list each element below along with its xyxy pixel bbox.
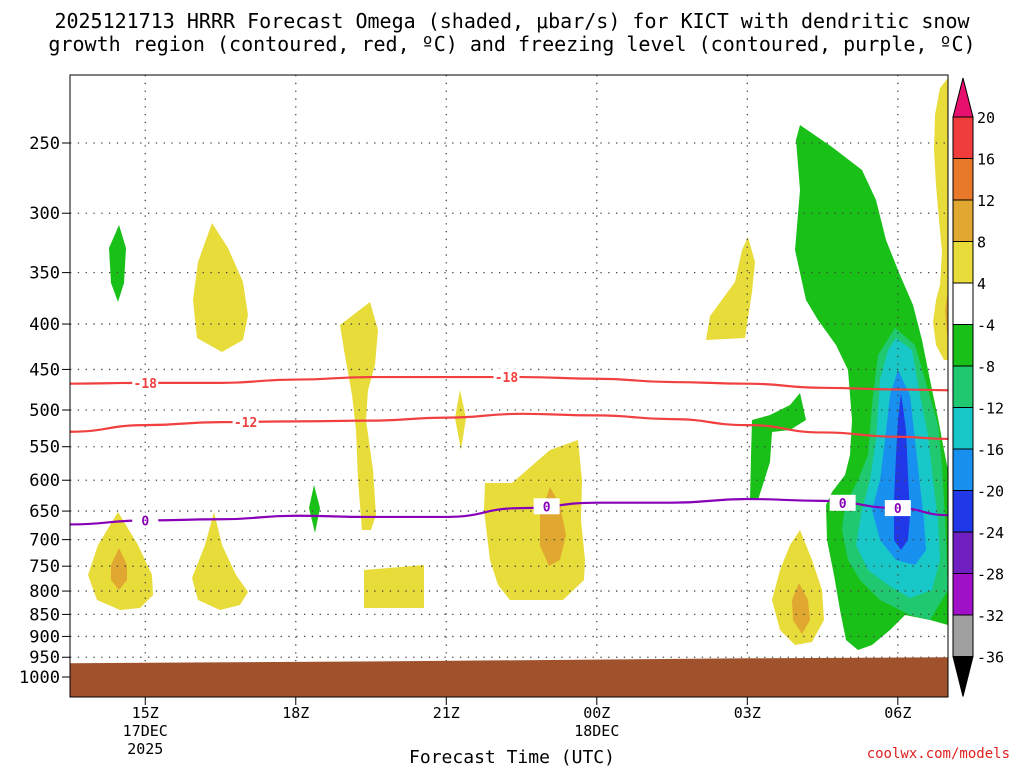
chart-title-line1: 2025121713 HRRR Forecast Omega (shaded, … xyxy=(54,9,970,33)
yellow-patch-upper xyxy=(193,223,248,352)
colorbar-bottom-arrow xyxy=(952,656,974,697)
colorbar-label-13: -36 xyxy=(977,649,1004,667)
plot-frame xyxy=(69,74,949,698)
colorbar-label-7: -12 xyxy=(977,400,1004,418)
yellow-sliver-21z xyxy=(455,390,466,450)
contour-label-bg-freezing-level-3 xyxy=(884,500,911,517)
colorbar-label-4: 4 xyxy=(977,275,986,293)
y-tick-label-350: 350 xyxy=(29,264,60,284)
contour-label-dendritic-top-0: -18 xyxy=(134,377,158,392)
colorbar-segment-3 xyxy=(952,241,974,284)
x-tick-label-18Z: 18Z xyxy=(282,704,309,722)
y-tick-label-300: 300 xyxy=(29,204,60,224)
colorbar-label-12: -32 xyxy=(977,607,1004,625)
y-tick-label-700: 700 xyxy=(29,531,60,551)
credit-link[interactable]: coolwx.com/models xyxy=(866,746,1010,762)
y-tick-label-1000: 1000 xyxy=(19,668,60,688)
y-tick-label-850: 850 xyxy=(29,605,60,625)
yellow-patch-upper-right xyxy=(706,237,755,340)
contour-label-freezing-level-0: 0 xyxy=(141,514,149,529)
colorbar-segment-8 xyxy=(952,448,974,491)
colorbar-segment-6 xyxy=(952,365,974,408)
colorbar-segment-4 xyxy=(952,282,974,325)
chart-title-line2: growth region (contoured, red, ºC) and f… xyxy=(48,32,976,56)
yellow-patch-low-2 xyxy=(192,512,248,610)
yellow-patch-mid-low xyxy=(364,565,424,608)
x-axis-title: Forecast Time (UTC) xyxy=(409,747,615,768)
yellow-patch-center xyxy=(484,440,585,600)
x-tick-year-15Z: 2025 xyxy=(127,740,163,758)
y-tick-label-400: 400 xyxy=(29,315,60,335)
contour-label-bg-freezing-level-1 xyxy=(533,498,560,515)
y-tick-label-650: 650 xyxy=(29,502,60,522)
contour-label-bg-freezing-level-0 xyxy=(132,512,159,529)
contour-label-bg-dendritic-top-0 xyxy=(132,374,159,391)
green-patch-left xyxy=(109,225,126,302)
colorbar-label-8: -16 xyxy=(977,441,1004,459)
terrain-surface xyxy=(70,657,948,697)
colorbar-label-6: -8 xyxy=(977,358,995,376)
contour-label-freezing-level-3: 0 xyxy=(894,502,902,517)
colorbar-label-9: -20 xyxy=(977,483,1004,501)
colorbar-segment-2 xyxy=(952,199,974,242)
contour-label-bg-freezing-level-2 xyxy=(829,494,856,511)
contour-label-freezing-level-2: 0 xyxy=(839,497,847,512)
y-tick-label-750: 750 xyxy=(29,557,60,577)
yellow-patch-mid xyxy=(340,302,378,530)
colorbar-label-3: 8 xyxy=(977,234,986,252)
y-tick-label-600: 600 xyxy=(29,471,60,491)
contour-label-freezing-level-1: 0 xyxy=(543,500,551,515)
y-axis: 2503003504004505005506006507007508008509… xyxy=(19,134,70,688)
colorbar-segment-9 xyxy=(952,490,974,533)
colorbar-segment-12 xyxy=(952,614,974,657)
green-patch-right-mid xyxy=(750,393,806,500)
contour-label-dendritic-top-1: -18 xyxy=(495,371,519,386)
x-tick-date-15Z: 17DEC xyxy=(123,722,168,740)
contour-lines: -18 -18 -12 0 0 0 0 xyxy=(69,369,949,529)
contour-label-dendritic-bottom-0: -12 xyxy=(234,416,257,431)
x-tick-label-21Z: 21Z xyxy=(433,704,460,722)
y-tick-label-250: 250 xyxy=(29,134,60,154)
colorbar-label-0: 20 xyxy=(977,109,995,127)
contour-label-bg-dendritic-bottom-0 xyxy=(232,413,259,430)
y-tick-label-950: 950 xyxy=(29,648,60,668)
y-tick-label-800: 800 xyxy=(29,582,60,602)
colorbar-segment-11 xyxy=(952,573,974,616)
orange-core-low-right xyxy=(792,583,810,634)
yellow-strip-right-edge xyxy=(933,78,948,360)
green-sliver-mid xyxy=(309,485,320,533)
x-tick-date-00Z: 18DEC xyxy=(574,722,619,740)
colorbar-segment-7 xyxy=(952,407,974,450)
y-tick-label-900: 900 xyxy=(29,627,60,647)
colorbar-segment-10 xyxy=(952,531,974,574)
contour-dendritic-top xyxy=(69,375,949,392)
x-tick-label-06Z: 06Z xyxy=(884,704,911,722)
colorbar-top-arrow xyxy=(952,77,974,118)
colorbar-label-5: -4 xyxy=(977,317,995,335)
colorbar-label-11: -28 xyxy=(977,566,1004,584)
colorbar-label-10: -24 xyxy=(977,524,1004,542)
colorbar: 20 16 12 8 4 -4 -8 -12 -16 -20 -24 -28 -32 -36 xyxy=(952,77,1004,697)
y-tick-label-550: 550 xyxy=(29,438,60,458)
colorbar-segment-5 xyxy=(952,324,974,367)
colorbar-segment-0 xyxy=(952,116,974,159)
contour-dendritic-bottom xyxy=(69,412,949,441)
y-tick-label-500: 500 xyxy=(29,401,60,421)
x-tick-label-03Z: 03Z xyxy=(734,704,761,722)
orange-core-low-left xyxy=(111,548,127,590)
contour-freezing-level xyxy=(69,497,949,526)
x-tick-label-15Z: 15Z xyxy=(132,704,159,722)
terrain-layer xyxy=(70,657,948,697)
contour-label-bg-dendritic-top-1 xyxy=(493,369,520,386)
colorbar-segment-1 xyxy=(952,158,974,201)
omega-shading xyxy=(88,78,948,650)
orange-sliver-right-edge xyxy=(945,290,948,345)
y-tick-label-450: 450 xyxy=(29,360,60,380)
colorbar-label-2: 12 xyxy=(977,192,995,210)
x-tick-label-00Z: 00Z xyxy=(583,704,610,722)
colorbar-label-1: 16 xyxy=(977,151,995,169)
